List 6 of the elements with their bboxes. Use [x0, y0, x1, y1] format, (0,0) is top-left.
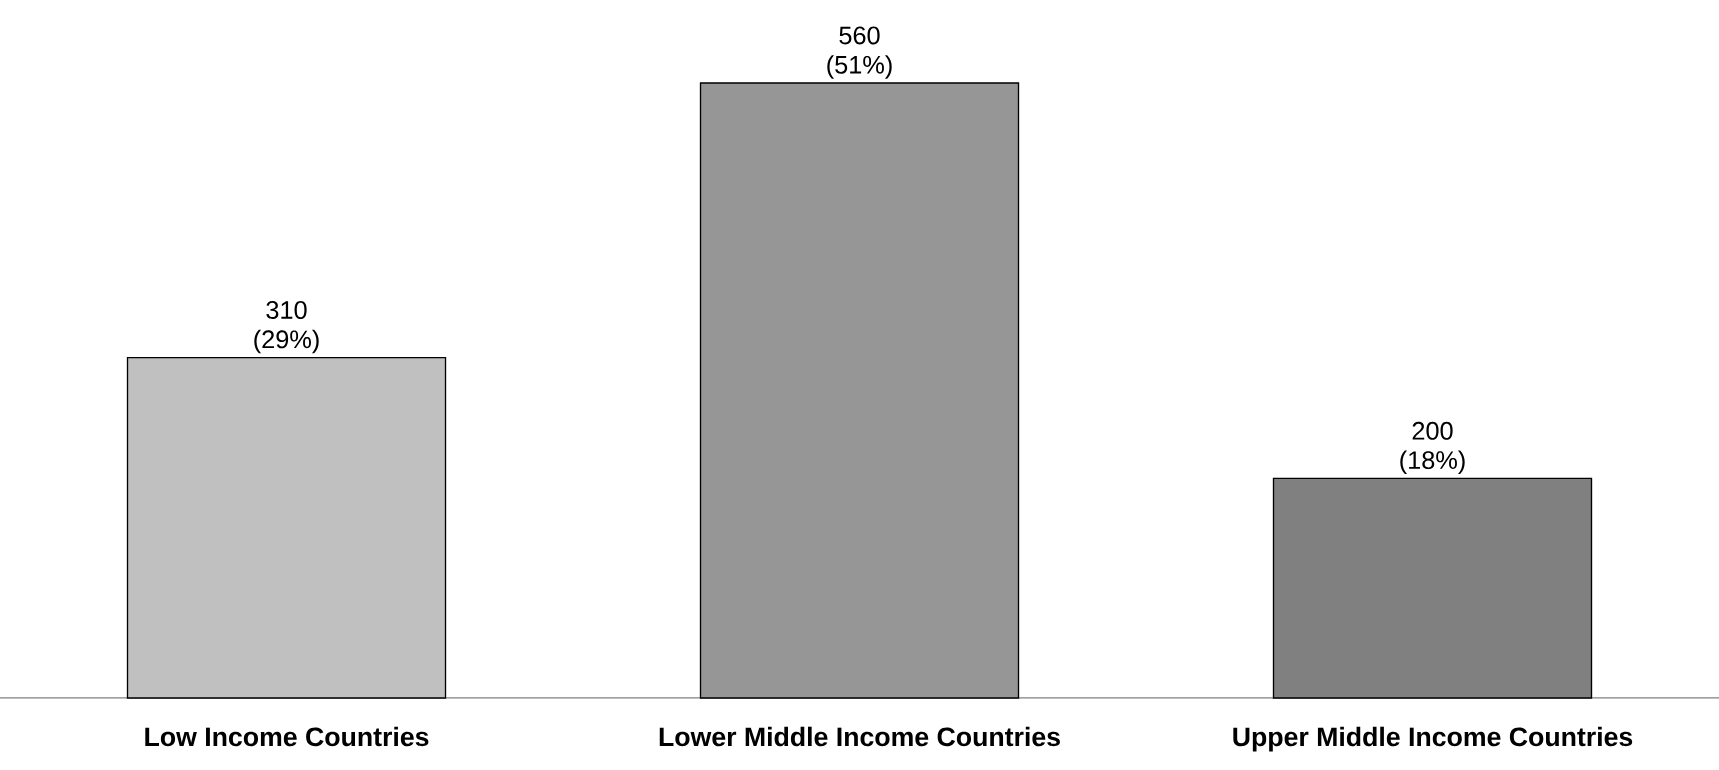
x-tick-label: Upper Middle Income Countries — [1233, 726, 1633, 752]
x-tick-label: Low Income Countries — [145, 726, 429, 747]
x-tick-label: Lower Middle Income Countries — [659, 726, 1060, 747]
data-label: 560 (51%) — [827, 26, 892, 79]
data-label: 310 (29%) — [254, 301, 319, 354]
data-label: 200 (18%) — [1400, 421, 1465, 475]
